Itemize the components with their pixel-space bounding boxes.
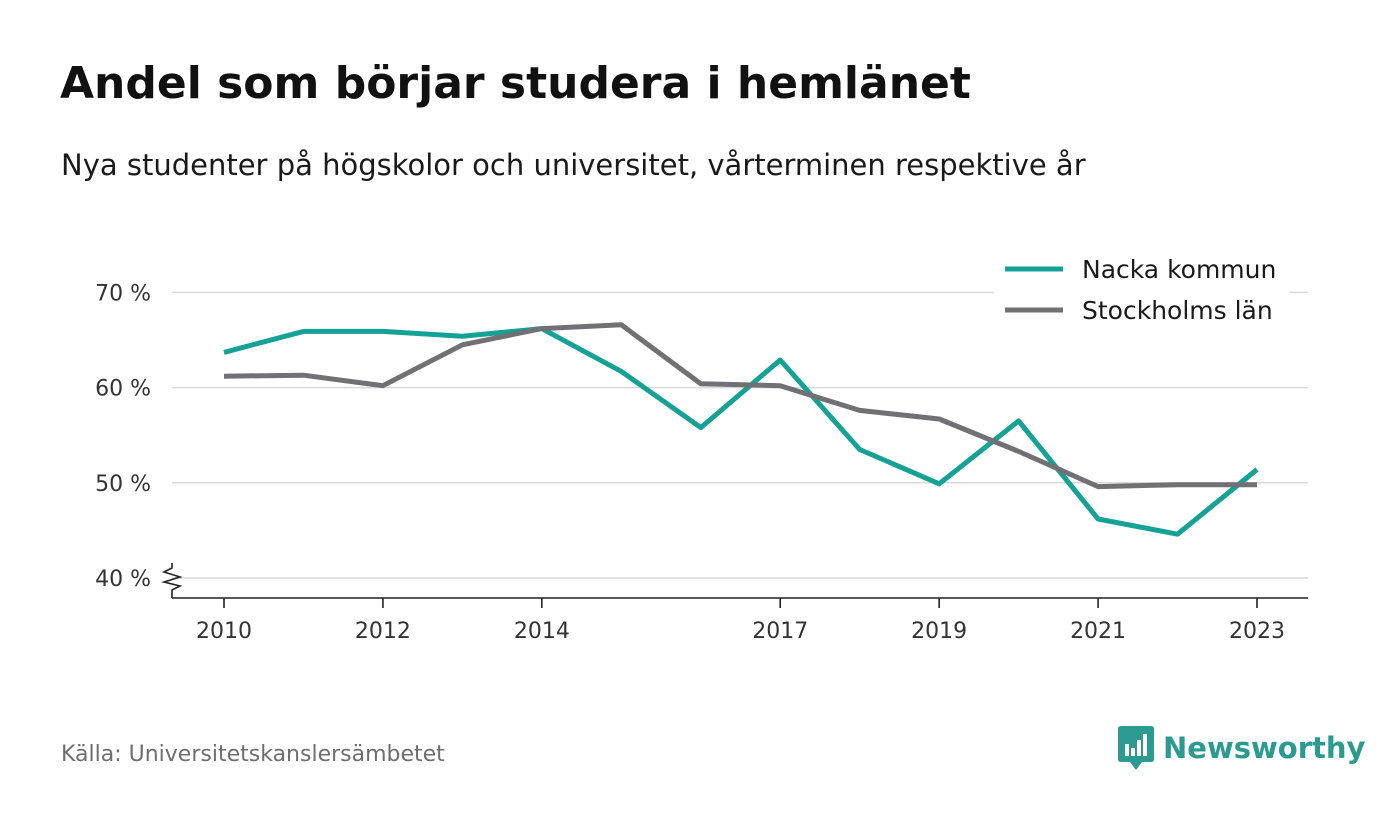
legend: Nacka kommun Stockholms län [994, 247, 1290, 335]
brand-logo: Newsworthy [1118, 726, 1365, 770]
x-tick-label-2021: 2021 [1070, 619, 1126, 644]
series-line-nacka-kommun [223, 326, 1259, 537]
y-tick-label-70: 70 % [95, 281, 151, 306]
chart-subtitle: Nya studenter på högskolor och universit… [61, 148, 1086, 182]
legend-label-0: Nacka kommun [1082, 255, 1276, 284]
grid-lines [172, 291, 1308, 579]
x-tick-label-2012: 2012 [355, 619, 411, 644]
x-tick-label-2017: 2017 [752, 619, 808, 644]
y-tick-label-50: 50 % [95, 472, 151, 497]
legend-label-1: Stockholms län [1082, 296, 1273, 325]
x-tick-label-2023: 2023 [1229, 619, 1285, 644]
series-lines [223, 322, 1259, 537]
x-tick-label-2014: 2014 [514, 619, 570, 644]
brand-name: Newsworthy [1163, 731, 1366, 765]
newsworthy-icon [1118, 726, 1154, 770]
x-tick-label-2010: 2010 [196, 619, 252, 644]
source-note: Källa: Universitetskanslersämbetet [61, 742, 445, 767]
series-line-stockholms-lan [223, 322, 1257, 490]
y-tick-label-40: 40 % [95, 567, 151, 592]
axis-break-icon [161, 563, 183, 598]
x-tick-label-2019: 2019 [911, 619, 967, 644]
chart-title: Andel som börjar studera i hemlänet [60, 58, 971, 109]
axes: 40 % 50 % 60 % 70 % 2010 2012 2014 2017 2019 2021… [95, 281, 1308, 644]
y-tick-label-60: 60 % [95, 377, 151, 402]
legend-background [994, 247, 1290, 335]
